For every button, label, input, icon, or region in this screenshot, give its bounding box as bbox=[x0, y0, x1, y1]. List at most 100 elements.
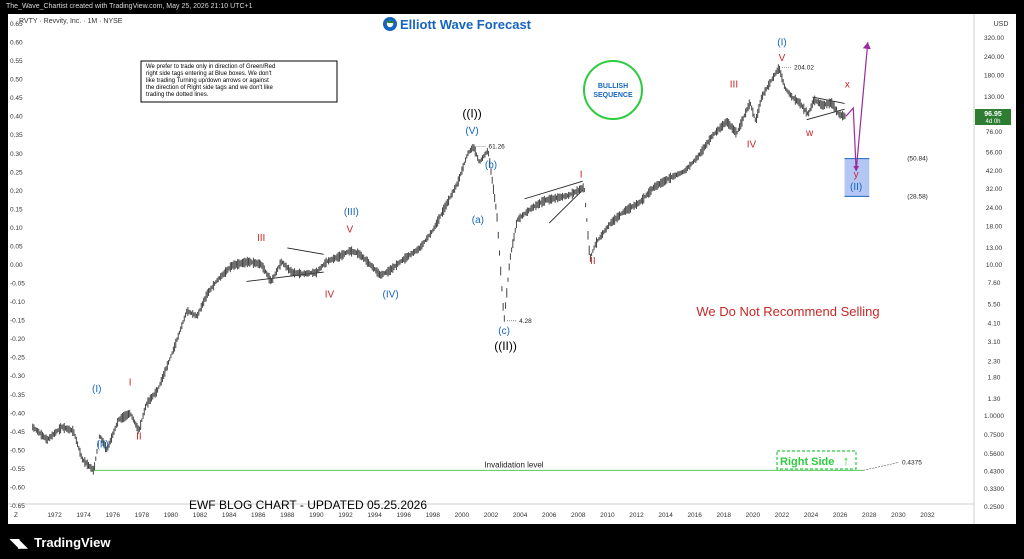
wave-label: ((I)) bbox=[462, 107, 481, 121]
price-axis-tick: 10.00 bbox=[986, 262, 1003, 269]
price-axis-tick: 4.10 bbox=[988, 321, 1001, 328]
time-axis-tick: 1986 bbox=[251, 512, 266, 519]
left-axis-tick: 0.10 bbox=[10, 225, 23, 232]
price-candles bbox=[32, 64, 846, 475]
left-axis-tick: 0.40 bbox=[10, 114, 23, 121]
time-axis-tick: 2028 bbox=[862, 512, 877, 519]
triangle-line bbox=[524, 180, 583, 200]
price-chart[interactable]: RVTY · Revvity, Inc. · 1M · NYSE USD 0.6… bbox=[8, 14, 1016, 524]
key-level-label: 61.26 bbox=[489, 143, 506, 150]
blog-title: EWF BLOG CHART - UPDATED 05.25.2026 bbox=[189, 498, 427, 512]
left-axis-tick: -0.20 bbox=[10, 336, 25, 343]
price-axis-tick: 1.0000 bbox=[984, 413, 1004, 420]
triangle-line bbox=[812, 96, 845, 104]
left-axis-tick: 0.55 bbox=[10, 58, 23, 65]
footer-bar: ◥◣ TradingView bbox=[0, 527, 1024, 558]
price-axis-tick: 240.00 bbox=[984, 54, 1004, 61]
price-axis-tick: 32.00 bbox=[986, 186, 1003, 193]
time-axis-tick: 2012 bbox=[629, 512, 644, 519]
time-axis-tick: 2030 bbox=[891, 512, 906, 519]
wave-label: w bbox=[805, 128, 814, 139]
wave-label: y bbox=[854, 170, 859, 181]
left-axis-tick: 0.35 bbox=[10, 132, 23, 139]
time-axis-tick: 1980 bbox=[164, 512, 179, 519]
wave-label: x bbox=[845, 80, 850, 91]
wave-label: (b) bbox=[485, 160, 497, 171]
bullish-line-2: SEQUENCE bbox=[593, 92, 633, 99]
time-axis-tick: 2020 bbox=[746, 512, 761, 519]
left-axis-tick: 0.45 bbox=[10, 95, 23, 102]
wave-labels: (I)(II)IIIIIIIVV(III)(IV)((I))(V)(b)(a)(… bbox=[92, 38, 862, 451]
time-axis-tick: 2008 bbox=[571, 512, 586, 519]
wave-label: (c) bbox=[498, 326, 510, 337]
wave-label: (V) bbox=[465, 126, 478, 137]
left-axis-tick: -0.45 bbox=[10, 429, 25, 436]
price-axis-tick: 130.00 bbox=[984, 94, 1004, 101]
tradingview-logo-icon: ◥◣ bbox=[10, 536, 27, 550]
wave-label: I bbox=[580, 170, 583, 181]
notice-line-4: the direction of Right side tags and we … bbox=[146, 85, 274, 91]
time-axis-tick: 1996 bbox=[396, 512, 411, 519]
wave-label: (III) bbox=[344, 207, 359, 218]
price-axis[interactable]: 320.00 240.00 180.00 130.00 76.00 56.00 42.00 3… bbox=[984, 35, 1004, 511]
chart-panel: RVTY · Revvity, Inc. · 1M · NYSE USD 0.6… bbox=[8, 14, 1016, 524]
footer-brand: TradingView bbox=[34, 535, 111, 550]
notice-line-3: like trading Turning up/down arrows or a… bbox=[146, 78, 269, 84]
wave-label: (I) bbox=[777, 38, 786, 49]
left-axis-tick: 0.20 bbox=[10, 188, 23, 195]
time-axis-tick: 1982 bbox=[193, 512, 208, 519]
countdown: 4d 0h bbox=[985, 119, 1000, 125]
price-axis-tick: 0.4300 bbox=[984, 468, 1004, 475]
right-side-arrow-icon: ↑ bbox=[843, 453, 850, 468]
left-axis-tick: 0.00 bbox=[10, 262, 23, 269]
left-axis-tick: -0.10 bbox=[10, 299, 25, 306]
bullish-line-1: BULLISH bbox=[598, 83, 628, 90]
time-axis-tick: 2032 bbox=[920, 512, 935, 519]
projection-mid-arrow bbox=[853, 166, 860, 172]
current-price-tag: 96.95 4d 0h bbox=[975, 109, 1011, 125]
invalidation-label: Invalidation level bbox=[484, 460, 543, 469]
left-axis-tick: -0.40 bbox=[10, 410, 25, 417]
left-axis-tick: 0.60 bbox=[10, 40, 23, 47]
invalidation-value: 0.4375 bbox=[902, 459, 922, 466]
wave-label: II bbox=[590, 256, 596, 267]
wave-label: IV bbox=[325, 290, 335, 301]
trading-notice: We prefer to trade only in direction of … bbox=[140, 60, 338, 103]
right-side-tag: Right Side ↑ bbox=[776, 450, 857, 470]
notice-line-5: trading the dotted lines. bbox=[146, 92, 209, 98]
time-axis[interactable]: 1972 1974 1976 1978 1980 1982 1984 1986 1988 1990… bbox=[14, 512, 935, 519]
wave-label: I bbox=[129, 377, 132, 388]
notice-line-2: right side tags entering at Blue boxes. … bbox=[146, 71, 272, 77]
key-level-label: 204.02 bbox=[794, 65, 814, 72]
currency-label: USD bbox=[994, 21, 1009, 28]
time-axis-tick: 1972 bbox=[47, 512, 62, 519]
left-axis-tick: -0.30 bbox=[10, 373, 25, 380]
price-axis-tick: 2.30 bbox=[988, 359, 1001, 366]
price-axis-tick: 42.00 bbox=[986, 168, 1003, 175]
time-axis-tick: 1978 bbox=[135, 512, 150, 519]
left-axis-tick: 0.05 bbox=[10, 243, 23, 250]
time-axis-tick: 2006 bbox=[542, 512, 557, 519]
wave-label: V bbox=[347, 224, 354, 235]
wave-label: II bbox=[136, 432, 142, 443]
time-axis-tick: 2014 bbox=[658, 512, 673, 519]
left-axis-tick: -0.15 bbox=[10, 318, 25, 325]
time-axis-tick: 2026 bbox=[833, 512, 848, 519]
left-axis-tick: 0.25 bbox=[10, 169, 23, 176]
time-axis-tick: 2022 bbox=[775, 512, 790, 519]
price-axis-tick: 7.60 bbox=[988, 280, 1001, 287]
wave-label: V bbox=[779, 53, 786, 64]
target-upper-label: (50.84) bbox=[907, 156, 928, 163]
wave-label: (IV) bbox=[383, 290, 399, 301]
time-axis-tick: 1990 bbox=[309, 512, 324, 519]
right-side-label: Right Side bbox=[780, 456, 834, 468]
price-axis-tick: 0.2500 bbox=[984, 504, 1004, 511]
time-axis-tick: 1988 bbox=[280, 512, 295, 519]
price-axis-tick: 1.30 bbox=[988, 396, 1001, 403]
left-axis-tick: 0.50 bbox=[10, 77, 23, 84]
key-level-label: 4.28 bbox=[519, 318, 532, 325]
wave-label: (II) bbox=[96, 439, 108, 450]
time-axis-tick: 1974 bbox=[76, 512, 91, 519]
price-axis-tick: 76.00 bbox=[986, 129, 1003, 136]
left-axis-tick: -0.05 bbox=[10, 281, 25, 288]
